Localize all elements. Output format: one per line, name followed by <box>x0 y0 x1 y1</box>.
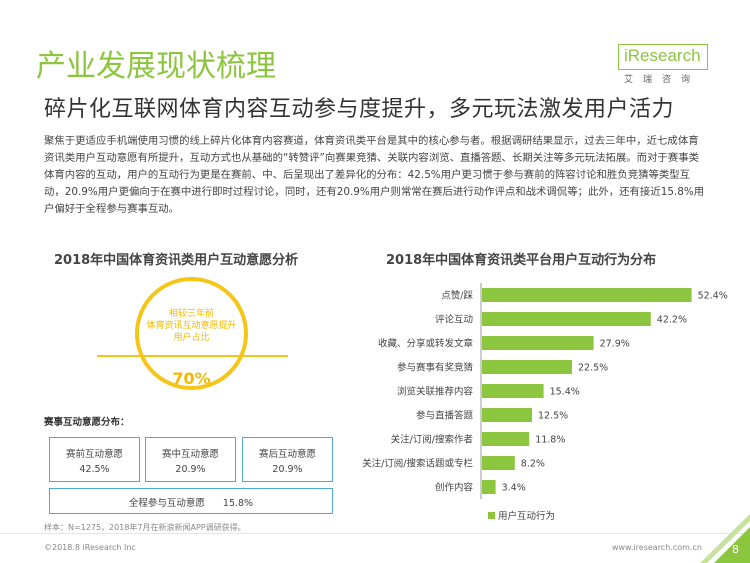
left-panel-title: 2018年中国体育资讯类用户互动意愿分析 <box>54 253 299 268</box>
circle-caption-line: 用户占比 <box>173 333 210 343</box>
value-label: 52.4% <box>698 291 728 302</box>
copyright: ©2018.8 iResearch Inc <box>44 543 136 552</box>
in-match-box: 赛中互动意愿 20.9% <box>145 437 236 482</box>
full-match-box: 全程参与互动意愿 15.8% <box>49 488 333 514</box>
category-label: 浏览关联推荐内容 <box>397 386 474 398</box>
bar <box>482 408 532 422</box>
bar <box>482 312 651 326</box>
box-label: 赛中互动意愿 <box>161 449 219 460</box>
legend-swatch <box>488 512 495 519</box>
pre-match-box: 赛前互动意愿 42.5% <box>49 437 140 482</box>
category-label: 创作内容 <box>435 482 474 494</box>
full-box-line: 全程参与互动意愿 15.8% <box>50 495 332 509</box>
category-label: 评论互动 <box>435 314 473 326</box>
iresearch-logo: iResearch 艾瑞咨询 <box>618 44 710 85</box>
category-label: 关注/订阅/搜索作者 <box>391 434 473 446</box>
chart-title: 2018年中国体育资讯类平台用户互动行为分布 <box>386 253 657 268</box>
bar <box>482 432 530 446</box>
category-label: 参与直播答题 <box>416 410 474 422</box>
website-link: www.iresearch.com.cn <box>612 543 702 552</box>
distribution-title: 赛事互动意愿分布： <box>44 417 130 428</box>
value-label: 11.8% <box>535 435 565 446</box>
bar <box>482 360 572 374</box>
bar <box>482 384 544 398</box>
value-label: 3.4% <box>502 483 526 494</box>
bar-chart: 点赞/踩 52.4% 评论互动 42.2% 收藏、分享或转发文章 27.9% 参与赛事有奖竞… <box>362 283 728 520</box>
box-value: 20.9% <box>272 464 303 475</box>
box-value: 20.9% <box>175 464 206 475</box>
category-label: 关注/订阅/搜索话题或专栏 <box>362 458 473 470</box>
value-label: 27.9% <box>600 339 630 350</box>
box-value: 42.5% <box>79 464 110 475</box>
circle-caption: 相较三年前 体育资讯互动意愿提升 用户占比 <box>136 308 247 344</box>
page-subtitle: 碎片化互联网体育内容互动参与度提升，多元玩法激发用户活力 <box>44 97 675 122</box>
legend-label: 用户互动行为 <box>498 510 555 520</box>
post-match-box: 赛后互动意愿 20.9% <box>242 437 333 482</box>
box-value: 15.8% <box>222 498 254 509</box>
category-label: 参与赛事有奖竞猜 <box>397 362 474 374</box>
circle-divider <box>97 355 288 357</box>
value-label: 15.4% <box>550 387 580 398</box>
logo-name: iResearch <box>624 46 701 65</box>
value-label: 8.2% <box>521 459 545 470</box>
circle-value: 70% <box>172 369 211 388</box>
category-label: 点赞/踩 <box>441 290 473 302</box>
logo-cn: 艾瑞咨询 <box>624 75 701 85</box>
sample-note: 样本：N=1275，2018年7月在新浪新闻APP调研获得。 <box>44 523 246 532</box>
circle-caption-line: 相较三年前 <box>168 309 214 319</box>
page-number: 8 <box>732 543 739 556</box>
box-label: 全程参与互动意愿 <box>128 498 205 509</box>
intro-paragraph: 聚焦于更适应手机端使用习惯的线上碎片化体育内容赛道，体育资讯类平台是其中的核心参… <box>44 135 705 215</box>
bar <box>482 288 692 302</box>
highlight-circle <box>135 277 248 390</box>
bar <box>482 456 515 470</box>
box-label: 赛前互动意愿 <box>65 449 123 460</box>
bar <box>482 336 594 350</box>
footer-divider <box>0 533 750 534</box>
bar <box>482 480 496 494</box>
value-label: 12.5% <box>538 411 568 422</box>
value-label: 22.5% <box>578 363 608 374</box>
box-label: 赛后互动意愿 <box>258 449 316 460</box>
logo-frame <box>618 44 708 70</box>
value-label: 42.2% <box>657 315 687 326</box>
circle-caption-line: 体育资讯互动意愿提升 <box>146 321 237 331</box>
category-label: 收藏、分享或转发文章 <box>378 338 474 350</box>
page-title: 产业发展现状梳理 <box>36 49 276 84</box>
